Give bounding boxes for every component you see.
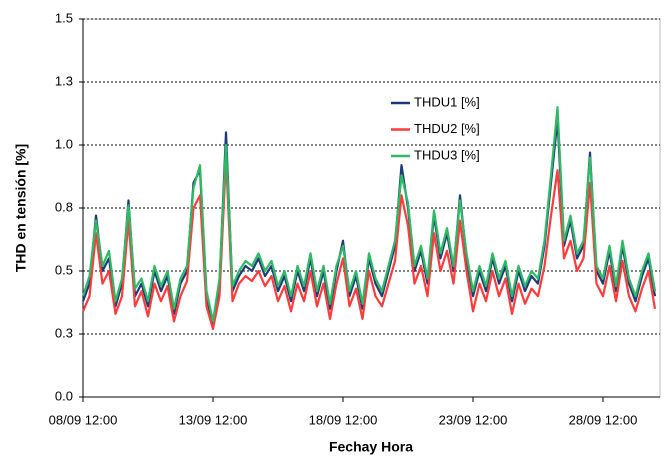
y-axis-label: THD en tensión [%]: [13, 144, 29, 272]
legend-label: THDU2 [%]: [414, 121, 480, 136]
y-tick-label: 0.0: [55, 388, 73, 403]
x-tick-label: 23/09 12:00: [439, 412, 508, 427]
y-tick-label: 1.5: [55, 10, 73, 25]
legend-label: THDU3 [%]: [414, 147, 480, 162]
y-tick-label: 0.5: [55, 262, 73, 277]
x-tick-label: 08/09 12:00: [49, 412, 118, 427]
y-tick-label: 1.0: [55, 136, 73, 151]
y-tick-label: 1.3: [55, 73, 73, 88]
series-line: [81, 156, 657, 331]
x-axis-label: Fechay Hora: [329, 439, 413, 455]
y-tick-label: 0.3: [55, 325, 73, 340]
series-line: [81, 106, 657, 323]
x-tick-label: 13/09 12:00: [179, 412, 248, 427]
legend-label: THDU1 [%]: [414, 94, 480, 109]
y-tick-label: 0.8: [55, 199, 73, 214]
x-tick-label: 28/09 12:00: [569, 412, 638, 427]
x-tick-label: 18/09 12:00: [309, 412, 378, 427]
